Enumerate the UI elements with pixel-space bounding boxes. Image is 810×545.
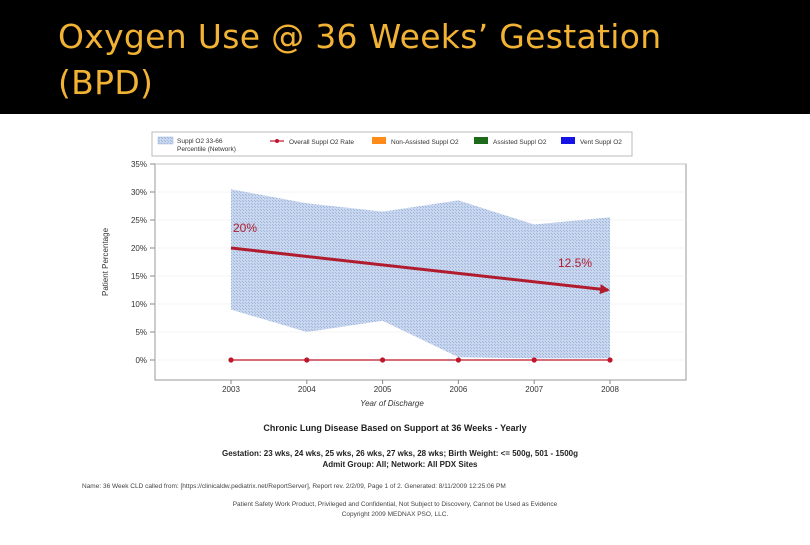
overall-rate-point: [455, 357, 461, 363]
percentile-band: [231, 189, 610, 359]
y-tick-label: 35%: [131, 160, 147, 169]
y-tick-label: 25%: [131, 216, 147, 225]
legend-label: Suppl O2 33-66 Percentile (Network): [177, 138, 236, 153]
confidential-line1: Patient Safety Work Product, Privileged …: [232, 501, 558, 508]
legend-label: Non-Assisted Suppl O2: [391, 139, 459, 146]
x-tick-label: 2004: [298, 385, 316, 394]
y-tick-label: 5%: [135, 328, 147, 337]
band-layer: [231, 189, 610, 359]
slide-header: Oxygen Use @ 36 Weeks’ Gestation (BPD): [0, 0, 810, 114]
legend-swatch-box: [474, 137, 488, 144]
x-tick-label: 2006: [450, 385, 468, 394]
trend-arrow: [230, 246, 610, 295]
legend-label: Assisted Suppl O2: [493, 139, 547, 146]
legend-label: Overall Suppl O2 Rate: [289, 139, 354, 146]
y-tick-label: 20%: [131, 244, 147, 253]
chart-svg: Suppl O2 33-66 Percentile (Network) Overal…: [101, 131, 687, 408]
x-axis-label: Year of Discharge: [360, 399, 424, 408]
x-axis: 2003 2004 2005 2006 2007 2008: [222, 380, 619, 394]
y-tick-label: 30%: [131, 188, 147, 197]
x-tick-label: 2005: [374, 385, 392, 394]
y-tick-label: 0%: [135, 356, 147, 365]
x-tick-label: 2008: [601, 385, 619, 394]
legend-label: Vent Suppl O2: [580, 139, 622, 146]
chart-subtitle-line2: Admit Group: All; Network: All PDX Sites: [322, 460, 478, 469]
y-axis-label: Patient Percentage: [101, 227, 110, 296]
legend-frame: [151, 131, 633, 157]
overall-rate-point: [607, 357, 613, 363]
series-layer: [228, 357, 613, 363]
legend-swatch-box: [561, 137, 575, 144]
chart-area: Suppl O2 33-66 Percentile (Network) Overal…: [0, 114, 810, 540]
legend-swatch-box: [372, 137, 386, 144]
overall-rate-point: [228, 357, 234, 363]
overall-rate-point: [380, 357, 386, 363]
legend-swatch-band: [157, 136, 174, 145]
slide-title: Oxygen Use @ 36 Weeks’ Gestation (BPD): [58, 17, 662, 102]
overall-rate-point: [531, 357, 537, 363]
chart-legend: Suppl O2 33-66 Percentile (Network) Overal…: [151, 131, 633, 157]
legend-swatch-point: [275, 139, 279, 143]
chart-subtitle-line1: Gestation: 23 wks, 24 wks, 25 wks, 26 wk…: [221, 449, 579, 458]
annotation-start-label: 20%: [233, 221, 257, 235]
x-tick-label: 2003: [222, 385, 240, 394]
annotation-layer: 20% 12.5%: [230, 221, 610, 295]
y-tick-label: 15%: [131, 272, 147, 281]
x-tick-label: 2007: [525, 385, 543, 394]
confidential-line2: Copyright 2009 MEDNAX PSO, LLC.: [341, 511, 449, 518]
chart-title: Chronic Lung Disease Based on Support at…: [263, 423, 527, 433]
overall-rate-point: [304, 357, 310, 363]
annotation-end-label: 12.5%: [558, 256, 592, 270]
report-note: Name: 36 Week CLD called from: [https://…: [82, 483, 506, 490]
y-tick-label: 10%: [131, 300, 147, 309]
